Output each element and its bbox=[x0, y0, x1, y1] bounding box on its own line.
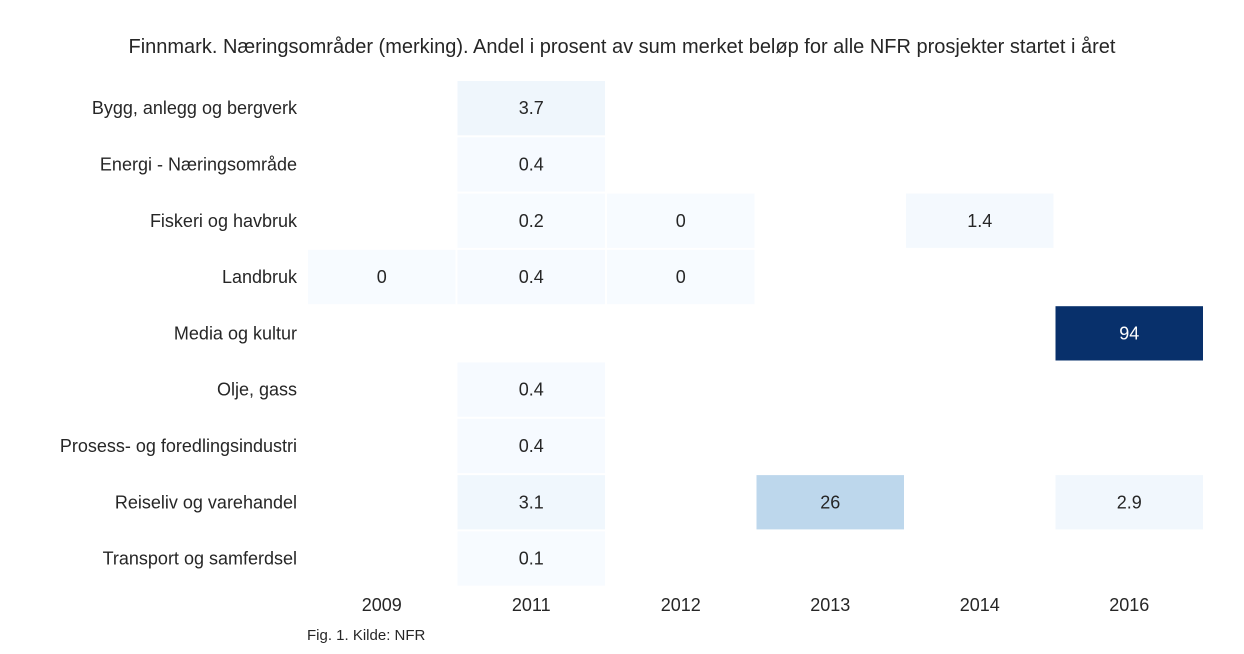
cell-value-label: 26 bbox=[820, 492, 840, 512]
heatmap-cell bbox=[607, 193, 755, 248]
column-label: 2009 bbox=[362, 595, 402, 615]
cell-value-label: 0 bbox=[676, 211, 686, 231]
row-label: Reiseliv og varehandel bbox=[115, 492, 297, 512]
cell-value-label: 0 bbox=[676, 267, 686, 287]
row-label: Media og kultur bbox=[174, 323, 297, 343]
heatmap-cell bbox=[1055, 306, 1203, 361]
cell-value-label: 3.1 bbox=[519, 492, 544, 512]
heatmap-cell bbox=[457, 531, 605, 586]
heatmap-cell bbox=[457, 362, 605, 417]
heatmap-cell bbox=[457, 193, 605, 248]
cell-value-label: 0.4 bbox=[519, 436, 544, 456]
cell-value-label: 1.4 bbox=[967, 211, 992, 231]
heatmap-cell bbox=[457, 418, 605, 474]
row-label: Energi - Næringsområde bbox=[100, 154, 297, 174]
row-label: Prosess- og foredlingsindustri bbox=[60, 436, 297, 456]
cell-value-label: 0.4 bbox=[519, 380, 544, 400]
heatmap-cell bbox=[457, 475, 605, 530]
cell-value-label: 0.4 bbox=[519, 267, 544, 287]
row-label: Bygg, anlegg og bergverk bbox=[92, 98, 298, 118]
heatmap-cell bbox=[607, 249, 755, 305]
row-labels: Bygg, anlegg og bergverk Energi - Nærings… bbox=[60, 98, 298, 568]
column-label: 2013 bbox=[810, 595, 850, 615]
column-label: 2014 bbox=[960, 595, 1000, 615]
row-label: Transport og samferdsel bbox=[103, 549, 297, 569]
heatmap-cell-labels: 3.7 0.4 0.2 0 1.4 0 0.4 0 94 0.4 0.4 3.1 26 2.9 0.1 bbox=[377, 98, 1142, 568]
heatmap-cell bbox=[1055, 475, 1203, 530]
figure-caption: Fig. 1. Kilde: NFR bbox=[307, 627, 426, 644]
cell-value-label: 3.7 bbox=[519, 98, 544, 118]
cell-value-label: 0.4 bbox=[519, 154, 544, 174]
column-label: 2011 bbox=[512, 595, 551, 615]
heatmap-cells bbox=[308, 81, 1203, 586]
row-label: Landbruk bbox=[222, 267, 298, 287]
heatmap-cell bbox=[457, 137, 605, 192]
column-label: 2016 bbox=[1109, 595, 1149, 615]
chart-title: Finnmark. Næringsområder (merking). Ande… bbox=[128, 36, 1116, 58]
cell-value-label: 0.1 bbox=[519, 549, 544, 569]
column-labels: 2009 2011 2012 2013 2014 2016 bbox=[362, 595, 1150, 615]
cell-value-label: 0.2 bbox=[519, 211, 544, 231]
column-label: 2012 bbox=[661, 595, 701, 615]
row-label: Olje, gass bbox=[217, 380, 297, 400]
heatmap-cell bbox=[457, 81, 605, 136]
cell-value-label: 2.9 bbox=[1117, 492, 1142, 512]
cell-value-label: 0 bbox=[377, 267, 387, 287]
heatmap-cell bbox=[308, 249, 456, 305]
cell-value-label: 94 bbox=[1119, 323, 1139, 343]
row-label: Fiskeri og havbruk bbox=[150, 211, 298, 231]
heatmap-cell bbox=[756, 475, 904, 530]
heatmap-cell bbox=[906, 193, 1054, 248]
heatmap-cell bbox=[457, 249, 605, 305]
